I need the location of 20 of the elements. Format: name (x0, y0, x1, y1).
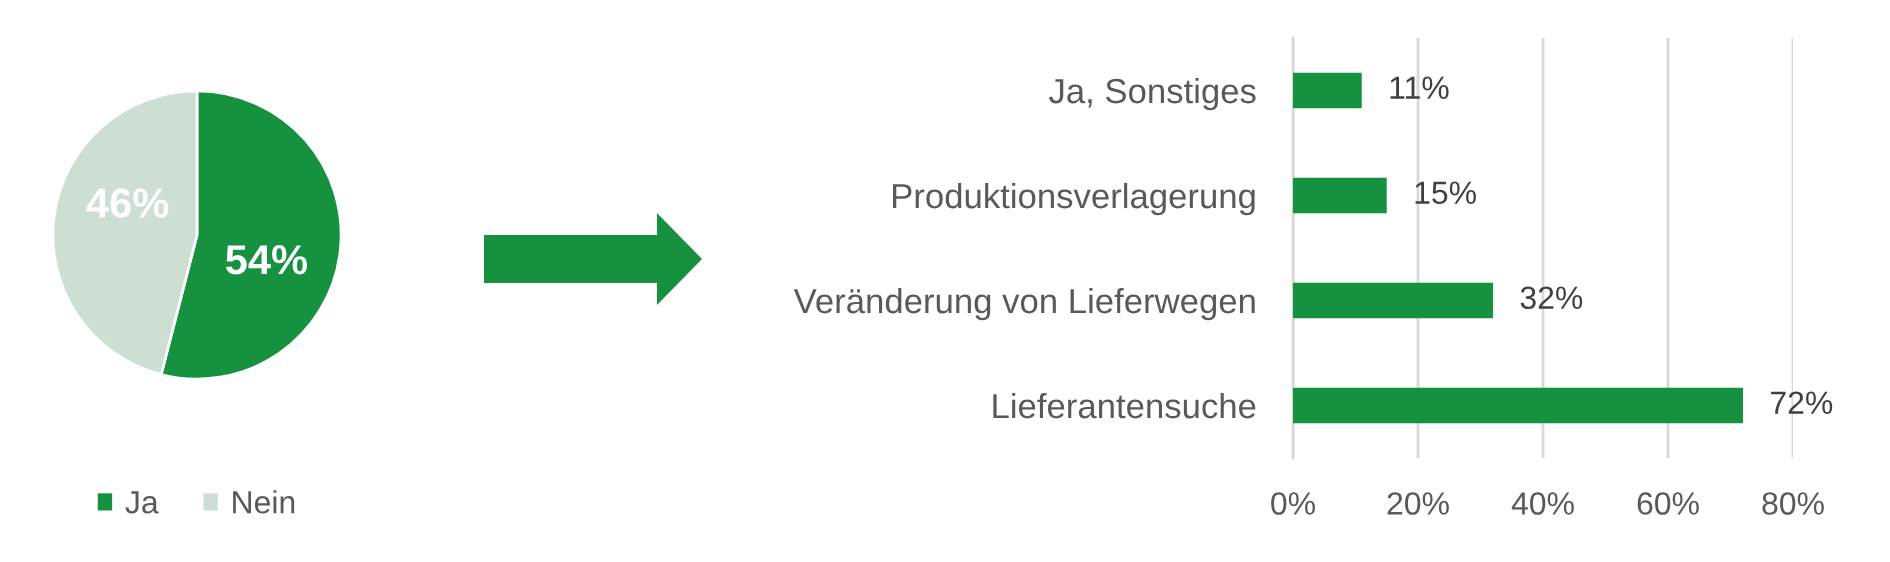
data-label: 15% (1415, 181, 1476, 205)
y-tick-label: Ja, Sonstiges (1048, 77, 1256, 111)
x-tick-label: 60% (1637, 492, 1699, 515)
x-tick-label: 40% (1511, 492, 1574, 515)
legend-label: Nein (233, 490, 295, 514)
bar (1293, 177, 1387, 214)
y-tick-label: Veränderung von Lieferwegen (793, 287, 1255, 321)
legend-label: Ja (125, 491, 159, 514)
x-tick-label: 0% (1271, 492, 1315, 515)
y-tick-label: Produktionsverlagerung (893, 182, 1255, 216)
bar (1293, 387, 1743, 424)
data-label: 54% (225, 245, 307, 275)
bar (1293, 282, 1493, 319)
data-label: 72% (1771, 391, 1833, 414)
data-label: 11% (1390, 76, 1449, 99)
x-tick-label: 80% (1762, 492, 1824, 515)
bar (1293, 72, 1362, 109)
y-tick-label: Lieferantensuche (993, 392, 1256, 419)
x-tick-label: 20% (1387, 492, 1449, 515)
data-label: 32% (1520, 286, 1583, 310)
